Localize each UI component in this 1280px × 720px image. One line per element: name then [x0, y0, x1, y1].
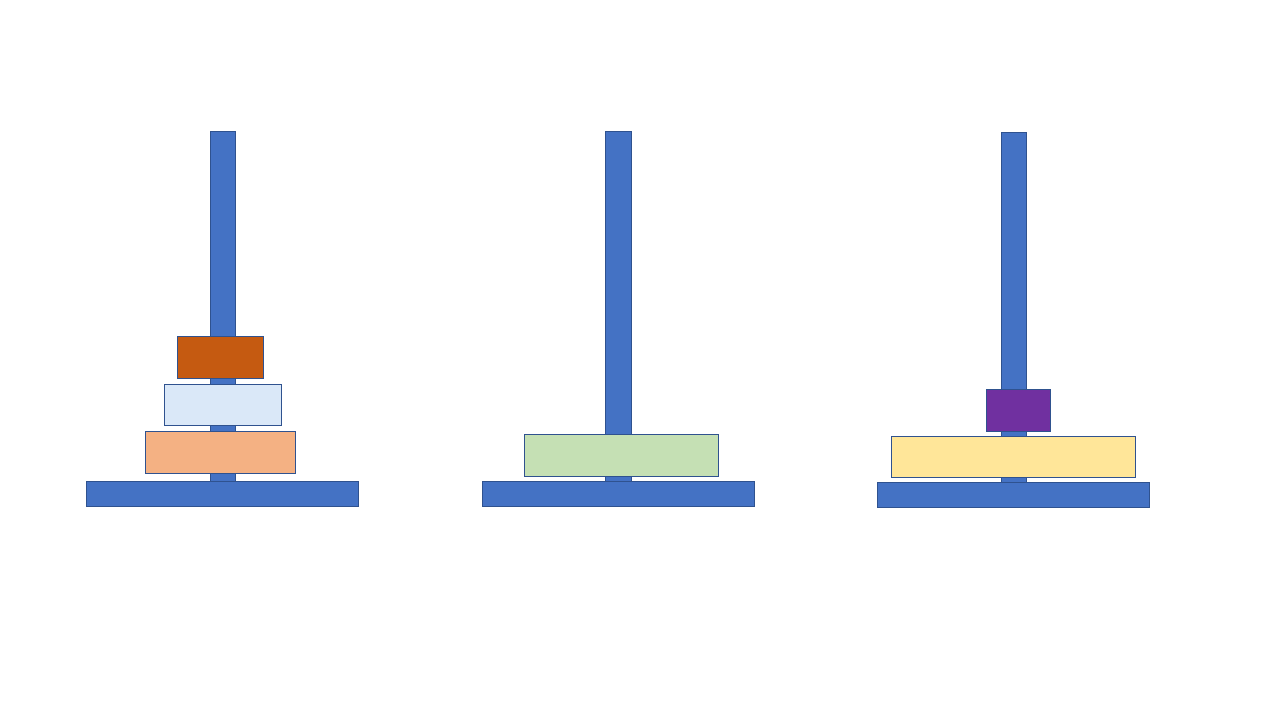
tower-1-base	[86, 481, 359, 507]
tower-1-peg	[210, 131, 236, 482]
tower-3-disk-purple[interactable]	[986, 389, 1051, 432]
tower-1-disk-peach[interactable]	[145, 431, 296, 474]
tower-3-base	[877, 482, 1150, 508]
tower-2-peg	[605, 131, 632, 482]
tower-2-base	[482, 481, 755, 507]
tower-1-disk-light-blue[interactable]	[164, 384, 282, 426]
tower-2-disk-light-green[interactable]	[524, 434, 719, 477]
tower-1-disk-orange-dark[interactable]	[177, 336, 264, 379]
tower-3-disk-light-yellow[interactable]	[891, 436, 1136, 478]
